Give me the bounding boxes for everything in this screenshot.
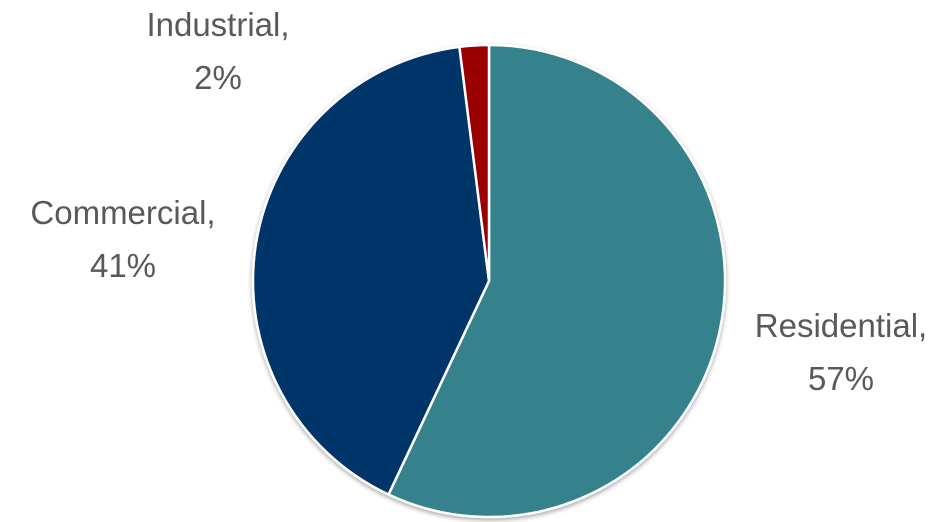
- data-label-residential-category: Residential,: [755, 307, 927, 344]
- pie-slice-commercial: [251, 45, 491, 496]
- pie-slices: [251, 43, 727, 519]
- pie-slice-industrial: [458, 43, 491, 283]
- data-label-commercial-percent: 41%: [90, 247, 156, 284]
- data-label-residential-percent: 57%: [808, 360, 874, 397]
- data-label-commercial-category: Commercial,: [30, 194, 215, 231]
- data-label-industrial-percent: 2%: [194, 59, 242, 96]
- pie-slice-residential: [387, 43, 727, 519]
- data-label-industrial-category: Industrial,: [146, 6, 289, 43]
